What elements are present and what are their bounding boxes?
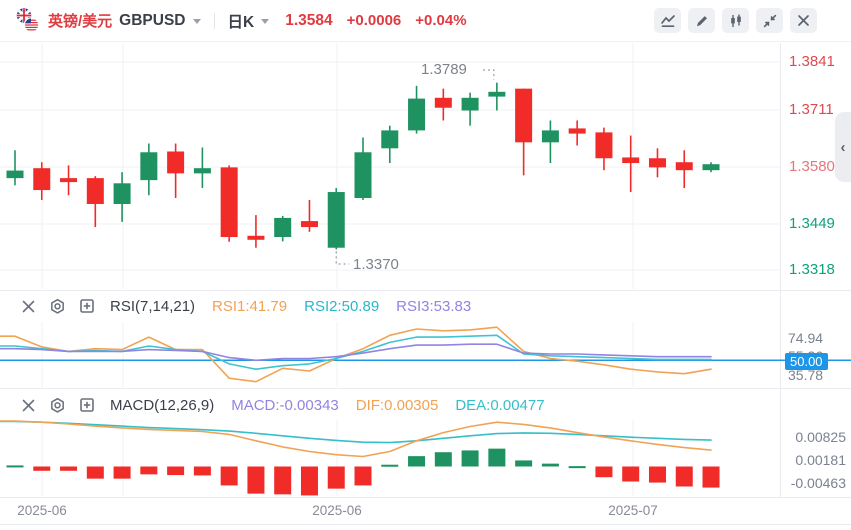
draw-button[interactable] [688, 8, 715, 33]
close-chart-button[interactable] [790, 8, 817, 33]
close-icon [22, 399, 35, 411]
collapse-button[interactable] [756, 8, 783, 33]
price-change: +0.0006 [346, 12, 402, 29]
trend-line-button[interactable] [654, 8, 681, 33]
timeframe-selector[interactable]: 日K [228, 10, 270, 32]
price-axis-tick: 1.3841 [789, 53, 835, 70]
add-icon [80, 398, 94, 412]
rsi-close-button[interactable] [21, 299, 36, 314]
macd-close-button[interactable] [21, 398, 36, 413]
header-toolbar [654, 8, 817, 33]
macd-axis-tick: 0.00181 [795, 452, 846, 468]
rsi-level-badge: 50.00 [785, 353, 828, 370]
rsi1-legend: RSI1:41.79 [212, 297, 288, 315]
macd-add-indicator-button[interactable] [79, 397, 95, 413]
low-price-annotation: 1.3370 [353, 256, 399, 273]
price-change-percent: +0.04% [415, 12, 467, 29]
collapse-axis-tab[interactable]: ‹ [835, 112, 851, 182]
pair-name-cn: 英镑/美元 [48, 13, 113, 30]
close-icon [798, 15, 809, 26]
close-icon [22, 300, 35, 312]
price-axis-tick: 1.3318 [789, 261, 835, 278]
trend-line-icon [660, 14, 675, 27]
rsi-settings-button[interactable] [49, 298, 66, 315]
dif-legend: DIF:0.00305 [355, 396, 439, 414]
macd-value-legend: MACD:-0.00343 [231, 396, 339, 414]
macd-axis-tick: -0.00463 [790, 475, 846, 491]
timeframe-label: 日K [227, 13, 255, 31]
price-axis-tick: 1.3711 [789, 101, 834, 118]
settings-icon [51, 397, 64, 413]
high-price-annotation: 1.3789 [421, 61, 467, 78]
macd-panel-header: MACD(12,26,9) MACD:-0.00343 DIF:0.00305 … [0, 390, 545, 420]
candlestick-icon [730, 14, 741, 27]
price-axis-tick: 1.3449 [789, 215, 835, 232]
candlestick-style-button[interactable] [722, 8, 749, 33]
draw-pencil-icon [696, 15, 707, 26]
collapse-icon [763, 14, 776, 27]
chevron-down-icon [192, 19, 201, 24]
macd-axis-tick: 0.00825 [795, 429, 846, 445]
currency-pair-flag-icon [16, 7, 40, 34]
add-icon [80, 299, 94, 313]
rsi2-legend: RSI2:50.89 [304, 297, 380, 315]
rsi-axis-tick: 74.94 [788, 330, 824, 346]
macd-settings-button[interactable] [49, 397, 66, 414]
chevron-left-icon: ‹ [840, 138, 846, 156]
chevron-down-icon [261, 19, 270, 24]
pair-selector[interactable]: GBPUSD [119, 11, 201, 30]
header-divider [213, 12, 215, 29]
settings-icon [51, 298, 64, 314]
price-axis-current-tick: 1.3580 [789, 158, 835, 175]
x-axis-label: 2025-07 [608, 503, 658, 518]
chart-header: 英镑/美元 GBPUSD 日K 1.3584 +0.0006 +0.04% [0, 0, 851, 42]
rsi-add-indicator-button[interactable] [79, 298, 95, 314]
last-price: 1.3584 [285, 11, 333, 29]
pair-code: GBPUSD [119, 11, 186, 29]
rsi-axis-tick: 35.78 [788, 367, 824, 383]
rsi-panel-header: RSI(7,14,21) RSI1:41.79 RSI2:50.89 RSI3:… [0, 291, 471, 321]
rsi3-legend: RSI3:53.83 [396, 297, 472, 315]
dea-legend: DEA:0.00477 [455, 396, 545, 414]
x-axis-label: 2025-06 [312, 503, 362, 518]
rsi-params: RSI(7,14,21) [110, 297, 196, 315]
x-axis-label: 2025-06 [17, 503, 67, 518]
macd-params: MACD(12,26,9) [110, 396, 215, 414]
